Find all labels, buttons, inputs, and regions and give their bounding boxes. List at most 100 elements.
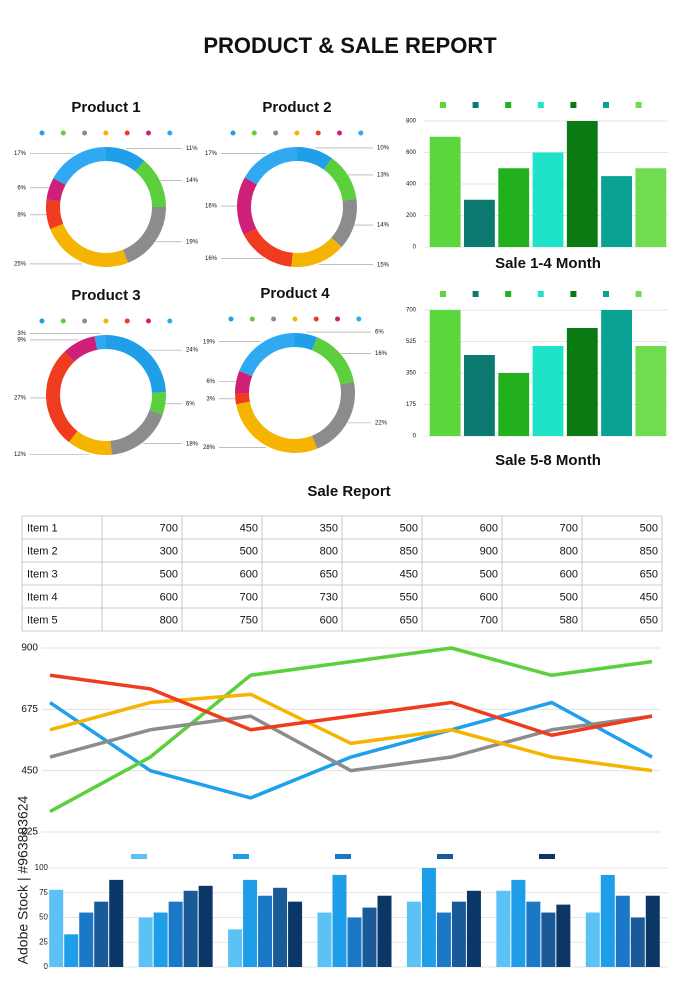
bar: [601, 176, 632, 247]
donut-segment: [237, 177, 257, 235]
data-label: 24%: [186, 348, 199, 354]
watermark: Adobe Stock | #963883624: [15, 795, 31, 964]
bar: [566, 328, 598, 436]
donut-segment: [243, 228, 293, 267]
data-label: 9%: [17, 337, 26, 343]
data-label: 16%: [205, 204, 218, 210]
bar: [153, 912, 168, 967]
bar: [406, 901, 421, 967]
table-cell: 600: [560, 568, 578, 580]
data-label: 14%: [377, 223, 390, 229]
y-tick-label: 350: [406, 371, 417, 377]
line-series: [49, 714, 653, 773]
data-label: 27%: [14, 396, 27, 402]
bar: [288, 901, 303, 967]
bar: [451, 901, 466, 967]
legend-marker: [570, 291, 577, 297]
legend-marker: [505, 102, 512, 108]
pie-title: Product 3: [71, 287, 140, 304]
legend-marker: [146, 130, 151, 136]
legend-marker: [603, 102, 609, 108]
bar: [541, 912, 556, 967]
table-cell: 600: [240, 568, 258, 580]
bar: [466, 890, 481, 967]
legend-marker: [603, 291, 609, 297]
table-cell: 850: [640, 545, 658, 557]
donut-segment: [323, 158, 357, 201]
bar: [109, 879, 124, 967]
data-label: 13%: [377, 172, 390, 178]
bar: [49, 889, 64, 967]
table-cell: 500: [400, 522, 418, 534]
row-label: Item 4: [27, 591, 58, 603]
bar: [464, 199, 495, 247]
bar: [645, 895, 660, 967]
table-cell: 600: [480, 591, 498, 603]
legend-marker: [271, 316, 277, 322]
y-tick-label: 600: [406, 150, 417, 156]
y-tick-label: 450: [21, 765, 38, 776]
table-cell: 700: [480, 614, 498, 626]
table-cell: 300: [160, 545, 178, 557]
table-cell: 700: [160, 522, 178, 534]
line-series: [49, 673, 653, 737]
donut-segment: [50, 223, 129, 268]
donut-segment: [236, 401, 318, 454]
y-tick-label: 700: [406, 308, 417, 314]
bar: [347, 917, 362, 967]
legend-marker: [472, 291, 479, 297]
legend-marker: [358, 130, 364, 136]
bar: [168, 901, 183, 967]
table-cell: 450: [640, 591, 658, 603]
table-cell: 700: [560, 522, 578, 534]
legend-marker: [537, 102, 544, 108]
donut-segment: [94, 335, 106, 350]
legend-marker: [103, 318, 109, 324]
bar: [635, 168, 667, 247]
table-cell: 500: [240, 545, 258, 557]
line-series: [49, 692, 653, 773]
line-series: [49, 700, 653, 800]
donut-segment: [239, 333, 295, 377]
bar: [532, 346, 564, 436]
row-label: Item 1: [27, 522, 58, 534]
legend-marker: [82, 130, 88, 136]
data-label: 6%: [375, 330, 384, 336]
bar: [332, 874, 347, 967]
y-tick-label: 400: [406, 182, 417, 188]
table-cell: 730: [320, 591, 338, 603]
bar: [79, 912, 94, 967]
bar: [243, 879, 258, 967]
legend-marker: [39, 130, 45, 136]
legend-marker: [167, 130, 173, 136]
legend-marker: [505, 291, 512, 297]
table-cell: 600: [320, 614, 338, 626]
legend-marker: [230, 130, 236, 136]
legend-marker: [39, 318, 45, 324]
bar: [630, 917, 645, 967]
legend-marker: [146, 318, 151, 324]
donut-segment: [106, 335, 166, 393]
donut-segment: [46, 178, 66, 202]
bar: [496, 890, 511, 967]
legend-marker: [570, 102, 577, 108]
legend-marker: [537, 291, 544, 297]
bar: [421, 868, 436, 967]
bar: [566, 121, 598, 247]
donut-segment: [68, 431, 112, 456]
donut-segment: [235, 370, 253, 393]
table-cell: 500: [160, 568, 178, 580]
bar: [362, 907, 377, 967]
bar: [532, 152, 564, 247]
table-cell: 800: [320, 545, 338, 557]
pie-title: Product 2: [262, 99, 331, 116]
table-cell: 500: [640, 522, 658, 534]
donut-segment: [331, 198, 357, 248]
table-cell: 450: [240, 522, 258, 534]
bar: [377, 895, 392, 967]
data-label: 12%: [14, 452, 27, 458]
bar: [615, 895, 630, 967]
table-cell: 850: [400, 545, 418, 557]
table-cell: 580: [560, 614, 578, 626]
